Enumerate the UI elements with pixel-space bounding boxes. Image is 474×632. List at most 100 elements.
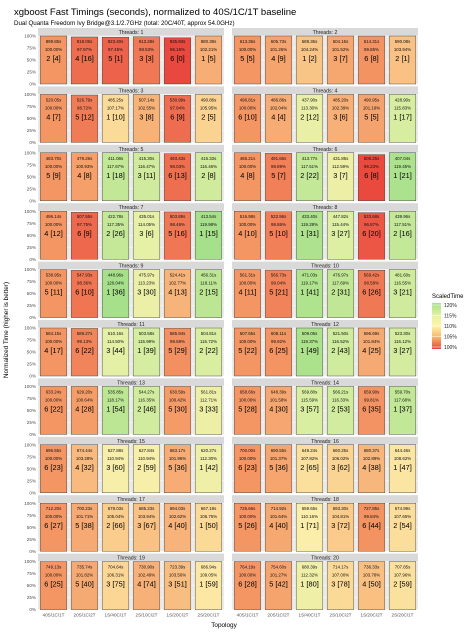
x-axis-label: Topology xyxy=(211,622,237,629)
bar xyxy=(101,386,130,435)
bar xyxy=(194,503,223,552)
bar-time-label: 547.93s xyxy=(77,273,93,278)
bar-pct-label: 98.53% xyxy=(139,47,154,52)
bar-pct-label: 98.03% xyxy=(170,164,185,169)
bar-rank-label: 6 [0] xyxy=(170,54,184,63)
bar xyxy=(70,270,99,318)
facet-strip-label: Threads: 16 xyxy=(311,439,339,445)
bar-pct-label: 116.46% xyxy=(200,164,217,169)
y-tick-label: 0% xyxy=(29,549,36,554)
bar-rank-label: 5 [10] xyxy=(269,229,288,238)
bar-time-label: 764.19s xyxy=(240,565,256,570)
bar-pct-label: 117.69% xyxy=(332,281,349,286)
bar-pct-label: 100.00% xyxy=(45,281,62,286)
bar-rank-label: 3 [6] xyxy=(333,112,347,121)
bar-time-label: 585.94s xyxy=(170,331,186,336)
y-tick-label: 25% xyxy=(27,420,36,425)
bar-rank-label: 3 [27] xyxy=(393,346,412,355)
bar-time-label: 649.24s xyxy=(302,448,318,453)
legend-label: 105% xyxy=(444,335,457,341)
bar xyxy=(39,561,68,610)
bar-time-label: 486.21s xyxy=(240,156,256,161)
y-tick-label: 50% xyxy=(27,408,36,413)
bar-pct-label: 97.94% xyxy=(170,105,185,110)
facet-strip xyxy=(38,28,224,36)
bar-time-label: 694.03s xyxy=(170,506,186,511)
bar-pct-label: 112.71% xyxy=(200,397,217,402)
bar-time-label: 736.33s xyxy=(364,565,380,570)
bar xyxy=(233,503,262,552)
bar-time-label: 596.69s xyxy=(364,331,380,336)
bar-rank-label: 4 [50] xyxy=(362,580,381,589)
bar-time-label: 723.39s xyxy=(170,565,186,570)
bar xyxy=(295,327,324,377)
bar-time-label: 561.81s xyxy=(201,389,217,394)
chart-subtitle: Dual Quanta Freedom Ivy Bridge@3.1/2.7GH… xyxy=(14,20,235,27)
bar-pct-label: 112.32% xyxy=(301,573,318,578)
bar-time-label: 431.85s xyxy=(333,156,349,161)
y-tick-label: 0% xyxy=(29,257,36,262)
bar-rank-label: 5 [36] xyxy=(269,463,288,472)
bar xyxy=(101,444,130,493)
bar-time-label: 456.31s xyxy=(201,273,217,278)
bar-pct-label: 99.92% xyxy=(271,339,286,344)
bar-pct-label: 102.89% xyxy=(363,456,380,461)
bar-rank-label: 1 [2] xyxy=(302,54,316,63)
bar xyxy=(388,152,417,202)
bar-pct-label: 97.97% xyxy=(77,47,92,52)
bar-time-label: 605.73s xyxy=(271,39,287,44)
bar-time-label: 627.84s xyxy=(139,448,155,453)
facet-strip xyxy=(38,320,224,328)
bar-rank-label: 5 [1] xyxy=(108,54,122,63)
bar-pct-label: 117.67% xyxy=(107,164,124,169)
bar-rank-label: 6 [25] xyxy=(44,580,63,589)
bar-time-label: 544.27s xyxy=(139,389,155,394)
bar xyxy=(264,211,293,260)
bar-rank-label: 3 [7] xyxy=(333,171,347,180)
bar-time-label: 604.15s xyxy=(333,39,349,44)
facet-strip-label: Threads: 6 xyxy=(313,147,338,153)
bar xyxy=(233,386,262,435)
bar-pct-label: 120.04% xyxy=(107,281,124,286)
facet-panel: Threads: 16 700.00s 100.00% 6 [23] 690.55s 10… xyxy=(232,436,418,494)
facet-panel: Threads: 6 486.21s 100.00% 4 [8] 491.66s 98.8… xyxy=(232,144,418,202)
bar-pct-label: 101.19% xyxy=(363,105,380,110)
bar xyxy=(295,386,324,435)
bar-time-label: 481.60s xyxy=(395,273,411,278)
bar-rank-label: 5 [30] xyxy=(168,404,187,413)
bar-rank-label: 3 [21] xyxy=(393,288,412,297)
y-tick-label: 100% xyxy=(24,34,36,39)
bar-rank-label: 6 [23] xyxy=(44,463,63,472)
bar-time-label: 584.15s xyxy=(46,331,62,336)
bar xyxy=(357,561,386,610)
bar xyxy=(233,269,262,318)
facet-strip-label: Threads: 3 xyxy=(119,88,144,94)
bar-pct-label: 116.12% xyxy=(394,339,411,344)
bar-pct-label: 102.62% xyxy=(169,514,186,519)
bar-rank-label: 5 [42] xyxy=(269,580,288,589)
bar xyxy=(388,386,417,435)
bar-rank-label: 4 [7] xyxy=(46,112,60,121)
bar-time-label: 415.33s xyxy=(201,156,217,161)
bar xyxy=(132,327,161,377)
bar xyxy=(388,35,417,85)
facet-panel: Threads: 12 607.65s 100.00% 5 [22] 608.11s 99… xyxy=(232,320,418,377)
bar-time-label: 730.90s xyxy=(139,565,155,570)
bar-rank-label: 3 [60] xyxy=(106,463,125,472)
bar-time-label: 714.17s xyxy=(333,565,349,570)
bar-rank-label: 1 [54] xyxy=(106,404,125,413)
bar-pct-label: 100.00% xyxy=(239,456,256,461)
bar-time-label: 658.66s xyxy=(240,389,256,394)
bar-rank-label: 2 [1] xyxy=(395,54,409,63)
y-tick-label: 50% xyxy=(27,58,36,63)
bar-pct-label: 100.42% xyxy=(169,397,186,402)
bar-time-label: 520.05s xyxy=(46,97,62,102)
bar-rank-label: 1 [17] xyxy=(393,112,412,121)
bar-pct-label: 115.44% xyxy=(332,222,349,227)
bar xyxy=(101,94,130,143)
bar-time-label: 483.70s xyxy=(46,156,62,161)
bar-rank-label: 3 [11] xyxy=(138,171,156,180)
bar-rank-label: 4 [40] xyxy=(269,521,288,530)
bar xyxy=(264,153,293,201)
bar-rank-label: 5 [28] xyxy=(238,404,257,413)
